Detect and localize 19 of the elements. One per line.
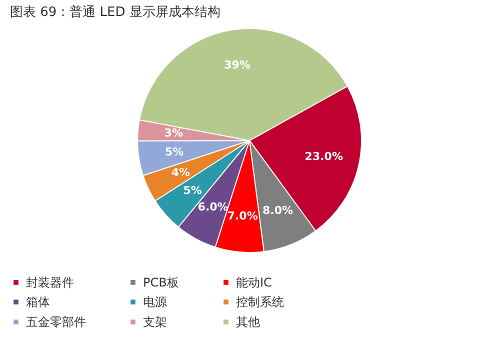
- legend-label: 控制系统: [236, 295, 284, 309]
- legend-label: 五金零部件: [26, 315, 86, 329]
- data-label: 6.0%: [198, 200, 228, 214]
- data-label: 5%: [164, 146, 184, 159]
- data-label: 4%: [171, 166, 190, 180]
- legend-label: 封装器件: [26, 275, 74, 290]
- legend-label: 其他: [236, 315, 260, 329]
- data-label: 7.0%: [227, 209, 258, 222]
- legend-label: 电源: [143, 295, 167, 309]
- chart-title: 图表 69：普通 LED 显示屏成本结构: [10, 4, 220, 20]
- data-label: 39%: [224, 58, 250, 72]
- data-label: 3%: [164, 126, 183, 140]
- legend-label: PCB板: [143, 275, 179, 290]
- data-label: 8.0%: [262, 204, 294, 218]
- data-label: 23.0%: [304, 150, 343, 163]
- legend-label: 支架: [143, 315, 167, 329]
- legend-label: 能动IC: [236, 275, 272, 290]
- legend-label: 箱体: [26, 295, 50, 309]
- data-label: 5%: [183, 184, 202, 198]
